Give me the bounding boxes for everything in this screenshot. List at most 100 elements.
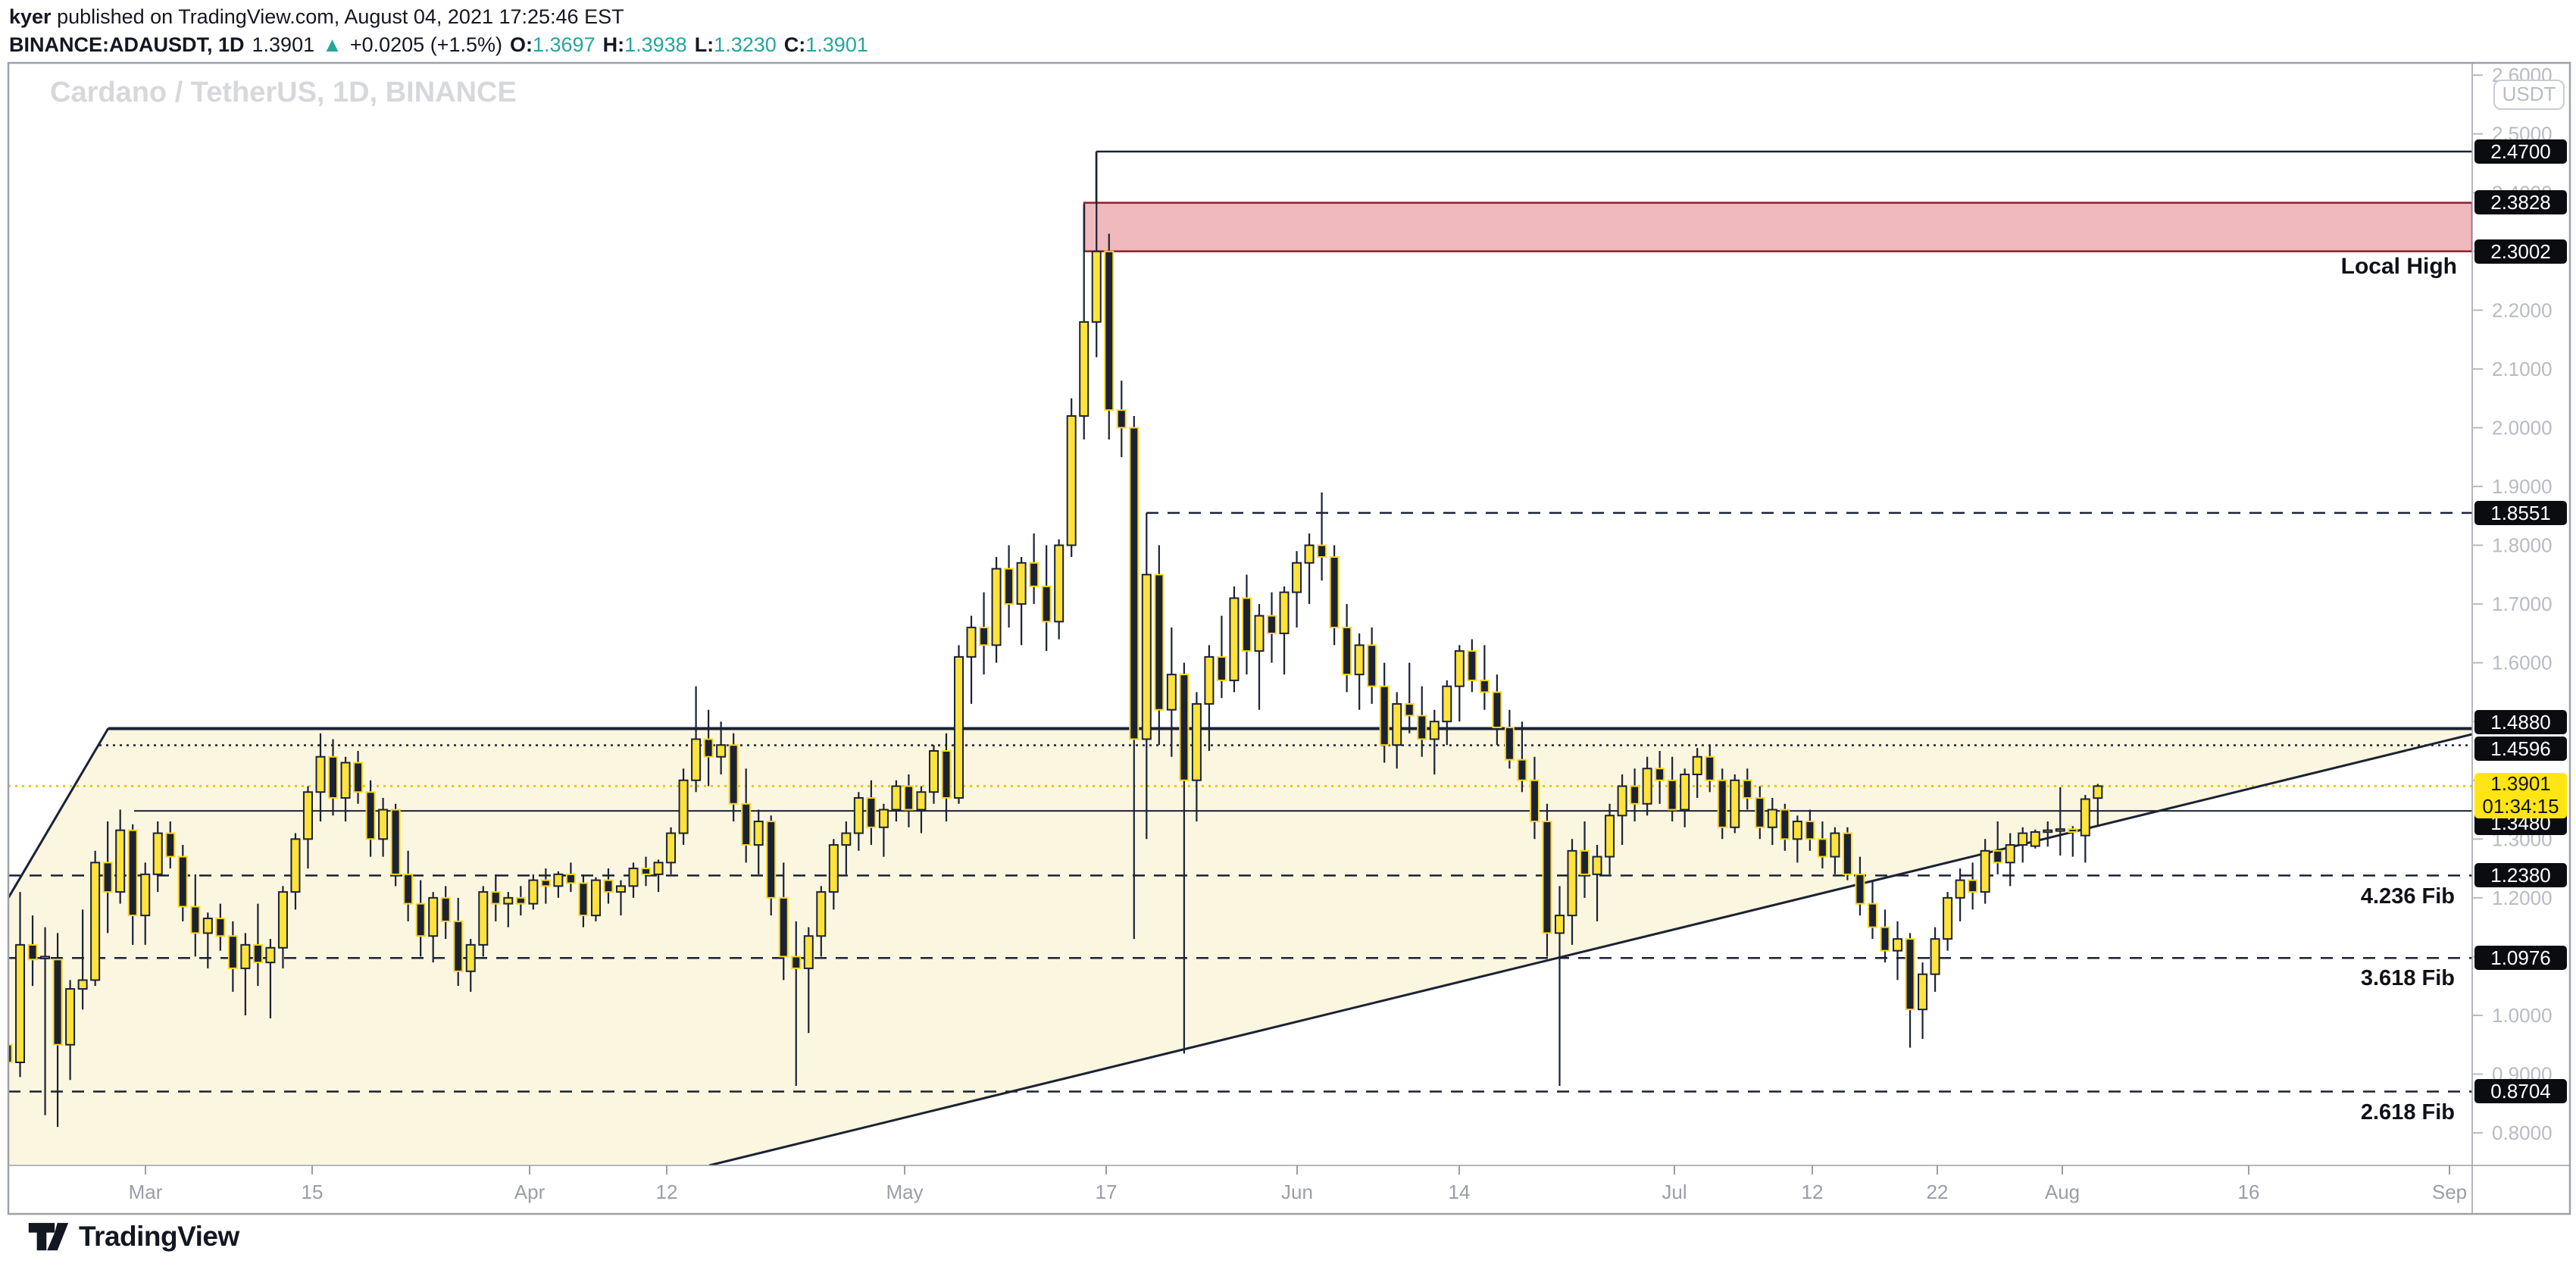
annotations: Local High 4.236 Fib 3.618 Fib 2.618 Fib xyxy=(2341,254,2457,1125)
time-scale[interactable]: Mar 15 Apr 12 May 17 Jun 14 Jul 12 22 Aug 16 Sep xyxy=(129,1165,2468,1203)
candle xyxy=(1842,827,1852,881)
candle xyxy=(15,892,26,1078)
candle xyxy=(753,809,764,874)
candle xyxy=(1855,856,1865,916)
candle xyxy=(728,733,739,822)
currency-badge[interactable]: USDT xyxy=(2493,80,2565,110)
candle xyxy=(1905,933,1915,1048)
candle xyxy=(1655,750,1665,804)
candle xyxy=(1529,756,1540,840)
candle xyxy=(1079,204,1089,439)
candle xyxy=(991,557,1002,663)
candle xyxy=(1517,721,1527,793)
candle xyxy=(1129,415,1140,940)
symbol-label[interactable]: BINANCE:ADAUSDT, 1D xyxy=(9,33,245,56)
candle xyxy=(165,821,176,869)
candle xyxy=(841,821,852,874)
candle xyxy=(478,886,489,957)
candle xyxy=(1605,803,1615,874)
candle xyxy=(916,786,927,834)
candle xyxy=(1254,604,1265,710)
chart-frame-border xyxy=(7,61,2571,1215)
candle xyxy=(465,939,476,992)
price-tick-label: 1.0000 xyxy=(2492,1004,2553,1027)
current-price-text: 1.3901 xyxy=(2490,772,2551,795)
candle xyxy=(1279,586,1290,675)
price-scale[interactable]: 2.60002.50002.40002.30002.20002.10002.00… xyxy=(2472,64,2567,1144)
symbol-watermark: Cardano / TetherUS, 1D, BINANCE xyxy=(50,77,517,108)
svg-text:1.4880: 1.4880 xyxy=(2490,711,2551,734)
candle xyxy=(1943,892,1953,951)
candle xyxy=(1930,927,1940,992)
svg-text:1.4596: 1.4596 xyxy=(2490,737,2551,760)
candle xyxy=(8,1033,13,1074)
author-name: kyer xyxy=(9,5,52,28)
price-tick-label: 2.0000 xyxy=(2492,416,2553,439)
byline: kyer published on TradingView.com, Augus… xyxy=(9,3,868,30)
time-tick-label: 15 xyxy=(302,1181,324,1203)
candle xyxy=(1730,774,1740,834)
price-level-badge: 1.2380 xyxy=(2474,863,2567,887)
candle xyxy=(1429,709,1440,774)
price-tick-label: 1.6000 xyxy=(2492,652,2553,674)
candle xyxy=(378,798,389,857)
plot-area[interactable] xyxy=(4,150,2473,1165)
candle xyxy=(1367,627,1377,704)
price-tick-label: 1.2000 xyxy=(2492,887,2553,909)
candle xyxy=(628,862,639,898)
candle xyxy=(1166,627,1177,757)
svg-text:1.2380: 1.2380 xyxy=(2490,864,2551,887)
candle xyxy=(1830,827,1840,874)
candle xyxy=(1216,615,1227,699)
candle xyxy=(1542,803,1552,957)
candle xyxy=(590,877,601,921)
candle xyxy=(816,886,827,957)
candle xyxy=(77,909,88,1010)
candle xyxy=(2005,833,2015,887)
price-tick-label: 0.8000 xyxy=(2492,1121,2553,1144)
candle xyxy=(515,886,526,916)
candle xyxy=(2018,827,2028,863)
candle xyxy=(1329,545,1340,646)
currency-badge-text: USDT xyxy=(2503,83,2556,105)
candle xyxy=(2043,821,2053,847)
candle xyxy=(1467,639,1477,693)
local-high-zone[interactable] xyxy=(1083,202,2472,252)
candle xyxy=(903,774,914,827)
price-level-badge: 1.0976 xyxy=(2474,946,2567,970)
trendline-0[interactable] xyxy=(708,733,2472,1165)
time-tick-label: Mar xyxy=(129,1181,163,1203)
candle xyxy=(1968,862,1978,910)
svg-text:2.3828: 2.3828 xyxy=(2490,191,2551,214)
candle xyxy=(65,980,76,1081)
candle xyxy=(928,745,939,804)
header: kyer published on TradingView.com, Augus… xyxy=(9,3,868,59)
tradingview-footer[interactable]: TradingView xyxy=(27,1218,239,1255)
price-tick-label: 2.2000 xyxy=(2492,299,2553,321)
candle xyxy=(766,815,777,916)
candle xyxy=(1880,909,1890,963)
candles[interactable] xyxy=(4,151,2103,1128)
candle xyxy=(1717,768,1727,840)
candle xyxy=(741,768,752,863)
svg-text:1.8551: 1.8551 xyxy=(2490,502,2551,524)
candle xyxy=(1567,839,1577,945)
trendline-1[interactable] xyxy=(8,727,110,899)
time-tick-label: 14 xyxy=(1449,1181,1471,1203)
candle xyxy=(215,903,226,951)
candle xyxy=(1191,692,1202,822)
time-tick-label: Jun xyxy=(1281,1181,1313,1203)
svg-text:2.4700: 2.4700 xyxy=(2490,140,2551,163)
candle xyxy=(1304,533,1315,605)
candle xyxy=(52,933,63,1128)
candle xyxy=(2030,829,2040,849)
symbol-ohlc-line: BINANCE:ADAUSDT, 1D 1.3901 ▲ +0.0205 (+1.5%… xyxy=(9,30,868,59)
candle xyxy=(1241,574,1252,675)
candle xyxy=(941,733,952,822)
candle xyxy=(1767,798,1777,846)
candle xyxy=(1692,748,1702,799)
candle xyxy=(578,874,589,927)
candle xyxy=(1630,768,1640,822)
